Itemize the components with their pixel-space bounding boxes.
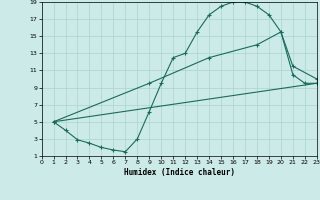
X-axis label: Humidex (Indice chaleur): Humidex (Indice chaleur): [124, 168, 235, 177]
